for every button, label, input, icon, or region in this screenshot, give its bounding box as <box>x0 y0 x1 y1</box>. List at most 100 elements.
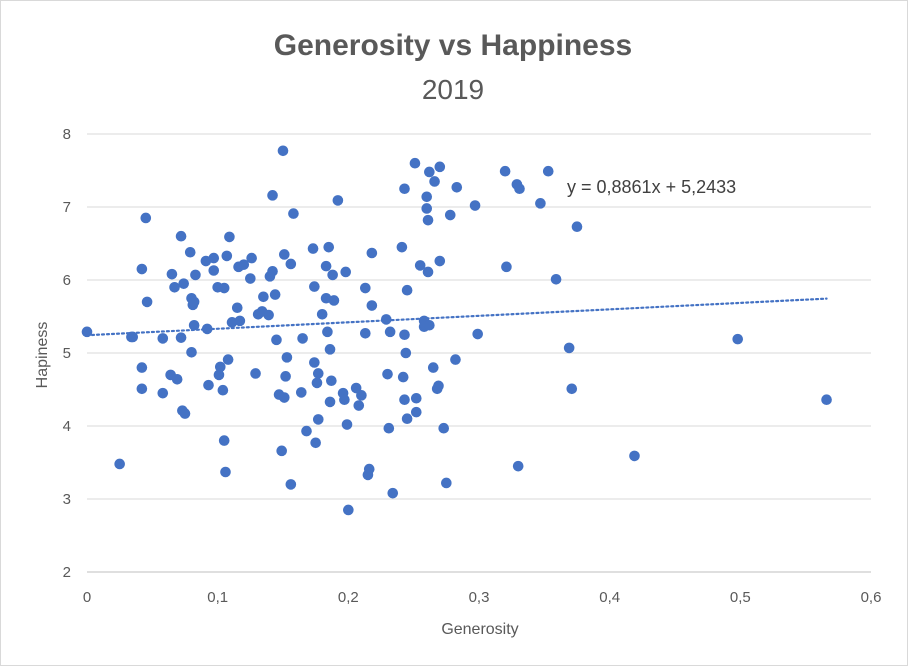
data-point <box>341 419 353 430</box>
data-point <box>397 371 409 383</box>
data-point <box>427 362 439 373</box>
data-point <box>276 445 287 457</box>
data-point <box>250 368 261 379</box>
data-point <box>175 230 187 242</box>
data-point <box>324 396 336 408</box>
data-point <box>472 328 483 340</box>
data-point <box>186 346 197 358</box>
data-point <box>356 390 367 401</box>
x-tick-label: 0,1 <box>207 589 228 606</box>
data-point <box>396 241 408 253</box>
data-point <box>363 463 375 475</box>
y-tick-label: 4 <box>63 418 71 435</box>
data-point <box>324 344 336 355</box>
data-point <box>343 504 354 516</box>
x-axis-ticks: 0 0,1 0,2 0,3 0,4 0,5 0,6 <box>83 589 882 606</box>
data-point <box>166 268 178 280</box>
chart-title: Generosity vs Happiness <box>274 29 632 62</box>
data-point <box>316 309 328 320</box>
data-point <box>312 368 324 379</box>
data-point <box>424 319 435 331</box>
data-point <box>157 387 169 399</box>
data-point <box>208 265 220 276</box>
data-point <box>353 400 365 411</box>
data-point <box>188 319 200 331</box>
data-point <box>421 191 433 203</box>
data-points <box>81 145 832 516</box>
data-point <box>141 296 153 308</box>
data-point <box>399 329 410 341</box>
data-point <box>400 347 412 359</box>
x-tick-label: 0,2 <box>338 589 359 606</box>
data-point <box>279 392 290 403</box>
data-point <box>360 282 371 294</box>
data-point <box>188 296 200 308</box>
data-point <box>366 247 378 259</box>
data-point <box>179 408 191 419</box>
data-point <box>267 265 278 277</box>
data-point <box>307 243 319 254</box>
y-tick-label: 6 <box>63 272 71 289</box>
data-point <box>114 458 125 470</box>
data-point <box>218 282 230 294</box>
data-point <box>127 331 139 343</box>
y-tick-label: 3 <box>63 491 71 508</box>
data-point <box>285 258 297 270</box>
chart-subtitle: 2019 <box>422 74 484 105</box>
data-point <box>323 241 335 253</box>
data-point <box>438 422 450 434</box>
x-tick-label: 0,6 <box>861 589 882 606</box>
data-point <box>312 414 324 425</box>
x-tick-label: 0,4 <box>599 589 620 606</box>
data-point <box>401 284 413 296</box>
data-point <box>184 246 196 258</box>
data-point <box>360 327 371 339</box>
data-point <box>542 165 554 177</box>
y-tick-label: 7 <box>63 199 71 216</box>
data-point <box>218 435 230 446</box>
data-point <box>258 291 269 303</box>
data-point <box>238 259 250 270</box>
data-point <box>421 203 433 214</box>
data-point <box>382 368 393 380</box>
x-tick-label: 0,3 <box>469 589 490 606</box>
data-point <box>280 371 291 382</box>
data-point <box>422 214 434 226</box>
data-point <box>340 266 352 278</box>
data-point <box>384 326 396 338</box>
data-point <box>410 392 422 404</box>
data-point <box>409 157 421 169</box>
data-point <box>245 273 256 284</box>
data-point <box>320 260 332 272</box>
data-point <box>563 342 575 354</box>
data-point <box>220 466 231 478</box>
data-point <box>387 487 399 499</box>
data-point <box>234 315 246 327</box>
data-point <box>535 198 546 209</box>
data-point <box>399 394 410 406</box>
data-point <box>281 352 293 363</box>
data-point <box>424 166 435 178</box>
data-point <box>136 383 148 395</box>
data-point <box>469 200 481 211</box>
data-point <box>327 269 338 281</box>
data-point <box>433 380 444 392</box>
data-point <box>566 383 578 395</box>
data-point <box>301 425 312 437</box>
data-point <box>450 354 461 365</box>
data-point <box>821 394 832 406</box>
x-tick-label: 0,5 <box>730 589 751 606</box>
data-point <box>441 477 452 489</box>
x-tick-label: 0 <box>83 589 91 606</box>
data-point <box>444 209 456 221</box>
y-tick-label: 8 <box>63 126 71 143</box>
data-point <box>136 362 148 373</box>
data-point <box>332 195 344 206</box>
data-point <box>171 373 183 385</box>
data-point <box>224 231 235 243</box>
data-point <box>328 295 340 306</box>
data-point <box>226 317 238 328</box>
y-axis-ticks: 2 3 4 5 6 7 8 <box>63 126 71 581</box>
data-point <box>629 450 640 462</box>
